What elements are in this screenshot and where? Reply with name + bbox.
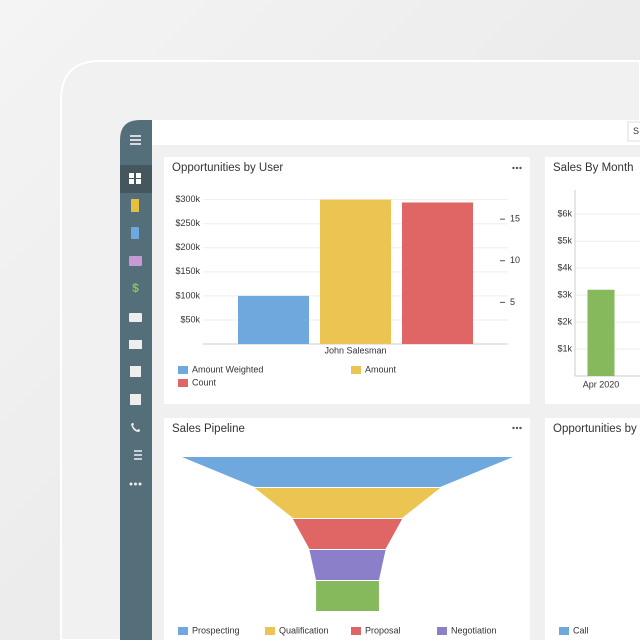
legend-swatch — [265, 627, 275, 635]
y-tick-label: $2k — [557, 316, 572, 326]
search-placeholder: S — [633, 126, 639, 136]
opportunities-icon[interactable]: $ — [132, 281, 139, 295]
calendar-icon[interactable] — [130, 366, 141, 377]
y-tick-label: $5k — [557, 236, 572, 246]
legend-label: Prospecting — [192, 625, 240, 635]
funnel-segment — [254, 488, 441, 518]
charts: Opportunities by User Amount Weighted Amou… — [172, 162, 640, 635]
panel-menu[interactable] — [512, 166, 522, 170]
bar — [402, 202, 473, 344]
more-icon[interactable] — [129, 482, 142, 486]
legend-swatch — [178, 366, 188, 374]
funnel-segment — [309, 550, 386, 580]
legend-label: Amount Weighted — [192, 364, 263, 374]
menu-icon[interactable] — [130, 135, 141, 145]
calls-icon[interactable] — [131, 423, 140, 432]
cases-icon[interactable] — [129, 313, 142, 322]
x-tick-label: Apr 2020 — [583, 379, 620, 389]
meetings-icon[interactable] — [130, 394, 141, 405]
legend-swatch — [351, 627, 361, 635]
bar — [587, 289, 615, 376]
y2-tick-label: 15 — [510, 214, 520, 224]
y-tick-label: $100k — [175, 290, 200, 300]
panel — [545, 418, 640, 640]
bar — [320, 199, 391, 344]
dashboard-icon[interactable] — [129, 173, 141, 184]
top-bar — [152, 120, 640, 145]
funnel-segment — [292, 519, 403, 549]
legend-label: Negotiation — [451, 625, 497, 635]
accounts-icon[interactable] — [131, 199, 139, 212]
leads-icon[interactable] — [129, 256, 142, 266]
y2-tick-label: 5 — [510, 297, 515, 307]
y2-tick-label: 10 — [510, 255, 520, 265]
y-tick-label: $200k — [175, 242, 200, 252]
bar — [238, 295, 309, 344]
y-tick-label: $300k — [175, 194, 200, 204]
chart-title: Opportunities by User — [172, 162, 283, 174]
y-tick-label: $4k — [557, 263, 572, 273]
legend-swatch — [178, 379, 188, 387]
y-tick-label: $50k — [180, 314, 200, 324]
contacts-icon[interactable] — [131, 227, 139, 239]
sidebar — [120, 120, 152, 640]
y-tick-label: $250k — [175, 218, 200, 228]
legend-label: Qualification — [279, 625, 329, 635]
x-tick-label: John Salesman — [324, 345, 386, 355]
legend-swatch — [559, 627, 569, 635]
funnel-segment — [316, 581, 379, 611]
tasks-icon[interactable] — [134, 450, 142, 460]
chart-title: Sales Pipeline — [172, 423, 245, 435]
y-tick-label: $3k — [557, 290, 572, 300]
y-tick-label: $6k — [557, 209, 572, 219]
app: S $ Opportunities by User Amount Weighted… — [120, 120, 640, 640]
search-box[interactable] — [627, 121, 640, 142]
legend-swatch — [351, 366, 361, 374]
chart-title: Sales By Month — [553, 162, 634, 174]
legend-label: Count — [192, 377, 217, 387]
email-icon[interactable] — [129, 340, 142, 349]
legend-label: Call — [573, 625, 589, 635]
legend-swatch — [437, 627, 447, 635]
funnel-segment — [182, 457, 513, 487]
chart-title: Opportunities by — [553, 423, 637, 435]
panel-menu[interactable] — [512, 426, 522, 430]
y-tick-label: $150k — [175, 266, 200, 276]
legend-swatch — [178, 627, 188, 635]
y-tick-label: $1k — [557, 343, 572, 353]
legend-label: Proposal — [365, 625, 401, 635]
legend-label: Amount — [365, 364, 397, 374]
